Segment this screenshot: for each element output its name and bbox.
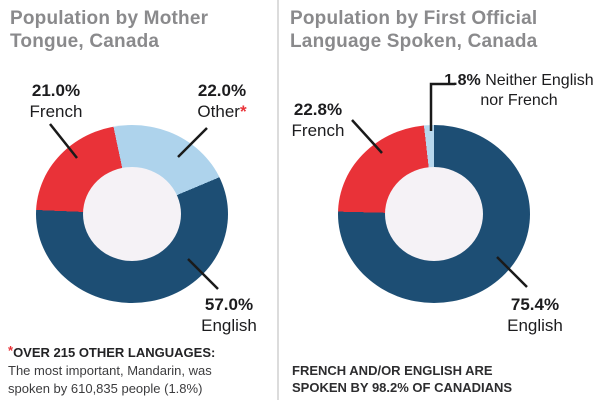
donut-hole	[83, 167, 181, 261]
chart-title-first-official-language: Population by First Official Language Sp…	[290, 8, 538, 52]
footnote-line: FRENCH AND/OR ENGLISH ARE	[292, 363, 493, 378]
footnote-heading: OVER 215 OTHER LANGUAGES:	[13, 345, 216, 360]
donut-hole	[385, 167, 483, 261]
callout-label: French	[29, 102, 83, 121]
callout-percent: 75.4%	[510, 295, 560, 314]
callout-french-right: 22.8% French	[285, 99, 351, 141]
donut-chart-first-official-language	[338, 125, 530, 303]
callout-percent: 1.8%	[444, 72, 481, 89]
callout-label: French	[291, 121, 345, 140]
callout-english-right: 75.4% English	[492, 294, 578, 336]
chart-title-mother-tongue: Population by Mother Tongue, Canada	[10, 8, 209, 52]
footnote-english-french-coverage: FRENCH AND/OR ENGLISH ARE SPOKEN BY 98.2…	[292, 362, 592, 396]
callout-label: Neither English nor French	[480, 72, 594, 109]
callout-label: Other	[197, 102, 240, 121]
callout-french-left: 21.0% French	[12, 80, 100, 122]
panel-divider	[277, 0, 279, 400]
callout-percent: 57.0%	[204, 295, 254, 314]
callout-percent: 22.8%	[293, 100, 343, 119]
callout-other-left: 22.0% Other*	[176, 80, 268, 122]
footnote-line: spoken by 610,835 people (1.8%)	[8, 381, 203, 396]
callout-label: English	[507, 316, 563, 335]
callout-label: English	[201, 316, 257, 335]
footnote-asterisk: *	[239, 102, 247, 121]
donut-chart-mother-tongue	[36, 125, 228, 303]
footnote-line: SPOKEN BY 98.2% OF CANADIANS	[292, 380, 513, 395]
footnote-other-languages: *OVER 215 OTHER LANGUAGES: The most impo…	[8, 342, 268, 398]
callout-percent: 22.0%	[197, 81, 247, 100]
footnote-asterisk: *	[8, 343, 14, 358]
callout-english-left: 57.0% English	[183, 294, 275, 336]
callout-neither-right: 1.8% Neither English nor French	[442, 71, 596, 111]
footnote-line: The most important, Mandarin, was	[8, 363, 212, 378]
callout-percent: 21.0%	[31, 81, 81, 100]
